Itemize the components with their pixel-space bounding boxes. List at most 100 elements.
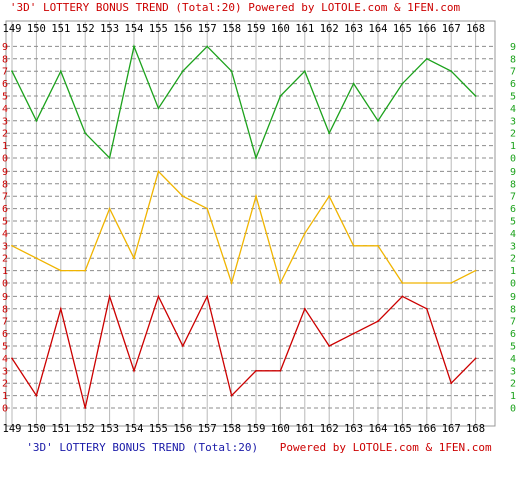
x-tick-label-bottom: 155 [149,423,168,435]
series-3-point [303,307,306,310]
y-tick-label-right: 8 [510,54,516,65]
series-1-point [108,157,111,159]
series-3-point [35,394,38,397]
x-tick-label-top: 153 [100,23,119,35]
y-tick-label-left: 4 [2,104,8,115]
y-tick-label-left: 8 [2,54,8,65]
y-tick-label-left: 4 [2,354,8,365]
x-tick-label-top: 161 [295,23,314,35]
y-tick-label-right: 8 [510,179,516,190]
series-2-point [328,195,331,198]
series-3-point [279,369,282,372]
series-line-3 [11,293,477,409]
series-1-point [255,157,257,159]
series-1-point [425,57,428,60]
x-tick-label-bottom: 152 [76,423,95,435]
series-3-point [401,295,404,298]
y-tick-label-left: 1 [2,266,8,277]
y-tick-label-right: 7 [510,317,516,328]
x-tick-label-bottom: 157 [198,423,217,435]
y-tick-label-left: 3 [2,241,8,252]
y-tick-label-left: 4 [2,229,8,240]
series-lines [11,44,477,409]
series-1-point [59,70,62,73]
y-tick-label-left: 5 [2,217,8,228]
x-tick-label-bottom: 159 [247,423,266,435]
x-tick-label-bottom: 165 [393,423,412,435]
y-tick-label-right: 8 [510,304,516,315]
y-tick-label-right: 9 [510,42,516,53]
series-2-point [59,269,62,272]
x-tick-label-bottom: 160 [271,423,290,435]
y-tick-label-left: 1 [2,141,8,152]
y-tick-label-right: 9 [510,292,516,303]
y-tick-label-left: 2 [2,379,8,390]
chart-title-bottom-part2: Powered by LOTOLE.com & 1FEN.com [280,441,492,454]
x-tick-label-top: 151 [51,23,70,35]
y-tick-label-right: 7 [510,67,516,78]
x-tick-label-bottom: 164 [369,423,388,435]
y-tick-label-right: 0 [510,404,516,415]
series-1-point [352,82,355,85]
series-3-point [425,307,428,310]
y-tick-label-left: 9 [2,167,8,178]
series-2-point [157,170,160,173]
y-tick-label-right: 3 [510,366,516,377]
series-1-point [474,95,477,97]
y-tick-label-left: 3 [2,366,8,377]
x-tick-label-bottom: 154 [125,423,144,435]
x-tick-label-top: 155 [149,23,168,35]
x-tick-label-bottom: 163 [344,423,363,435]
series-3-point [206,295,209,298]
series-2-point [84,269,87,272]
series-3-point [59,307,62,310]
series-3-point [255,369,257,372]
y-tick-label-left: 6 [2,204,8,215]
series-3-point [230,394,233,397]
y-tick-label-right: 9 [510,167,516,178]
y-tick-label-left: 8 [2,304,8,315]
series-1-point [230,70,233,73]
series-3-point [11,357,13,360]
y-tick-label-right: 0 [510,279,516,290]
series-2-point [450,282,453,284]
series-line-2 [11,170,476,286]
x-tick-label-top: 166 [417,23,436,35]
x-tick-label-bottom: 166 [417,423,436,435]
y-tick-label-right: 3 [510,241,516,252]
chart-title-bottom-part1: '3D' LOTTERY BONUS TREND (Total:20) [26,441,258,454]
grid-lines [6,21,495,426]
y-tick-label-left: 0 [2,404,8,415]
series-2-point [35,257,38,260]
y-tick-label-left: 0 [2,279,8,290]
series-2-point [377,244,379,247]
series-1-point [377,119,379,122]
y-tick-labels: 0 01 12 23 34 45 56 67 78 89 90 01 12 23 34 45 56 67 78 89 9… [2,42,516,415]
y-tick-label-right: 6 [510,204,516,215]
x-tick-label-top: 167 [442,23,461,35]
x-tick-label-bottom: 149 [3,423,22,435]
x-tick-label-bottom: 167 [442,423,461,435]
series-2-point [206,207,209,210]
x-tick-label-top: 152 [76,23,95,35]
series-2-point [401,282,404,284]
x-tick-label-top: 157 [198,23,217,35]
series-1-point [133,45,135,48]
series-3-point [352,332,355,335]
x-tick-label-bottom: 150 [27,423,46,435]
plot-area [5,20,496,427]
series-3-point [133,369,135,372]
y-tick-label-left: 5 [2,92,8,103]
series-3-point [377,320,379,323]
y-tick-label-right: 6 [510,329,516,340]
series-2-point [181,195,184,198]
series-1-point [450,70,453,73]
series-1-point [157,107,160,110]
y-tick-label-right: 1 [510,141,516,152]
x-tick-label-bottom: 151 [51,423,70,435]
series-3-point [328,345,331,347]
y-tick-label-right: 3 [510,116,516,127]
x-tick-label-top: 154 [125,23,144,35]
y-tick-label-left: 7 [2,317,8,328]
